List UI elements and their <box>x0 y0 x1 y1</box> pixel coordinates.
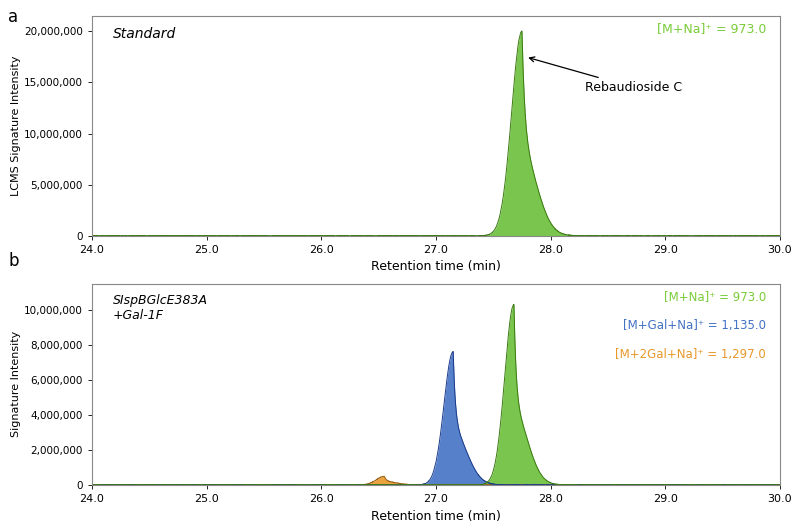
Text: a: a <box>8 8 18 26</box>
Text: [M+Gal+Na]⁺ = 1,135.0: [M+Gal+Na]⁺ = 1,135.0 <box>623 319 766 332</box>
X-axis label: Retention time (min): Retention time (min) <box>371 260 501 273</box>
Text: [M+Na]⁺ = 973.0: [M+Na]⁺ = 973.0 <box>664 289 766 303</box>
Text: SIspBGlcE383A
+Gal-1F: SIspBGlcE383A +Gal-1F <box>113 294 208 322</box>
Text: Standard: Standard <box>113 27 176 41</box>
Text: Rebaudioside C: Rebaudioside C <box>530 57 682 94</box>
Text: b: b <box>8 252 18 270</box>
Y-axis label: LCMS Signature Intensity: LCMS Signature Intensity <box>11 56 21 196</box>
Text: [M+2Gal+Na]⁺ = 1,297.0: [M+2Gal+Na]⁺ = 1,297.0 <box>615 348 766 361</box>
Text: [M+Na]⁺ = 973.0: [M+Na]⁺ = 973.0 <box>657 22 766 36</box>
Y-axis label: Signature Intensity: Signature Intensity <box>11 331 22 437</box>
X-axis label: Retention time (min): Retention time (min) <box>371 509 501 523</box>
